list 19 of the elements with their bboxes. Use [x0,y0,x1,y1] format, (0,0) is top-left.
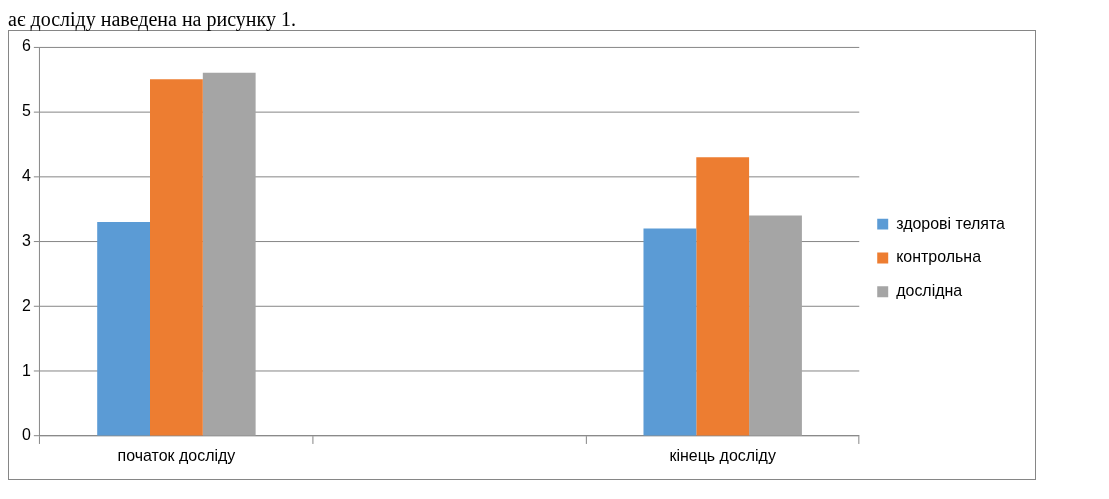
bar [202,72,256,436]
y-tick-label: 5 [21,102,31,120]
text: ає досліду наведена на рисунку 1. [8,8,297,30]
bar [150,79,203,436]
legend-label: контрольна [896,248,982,266]
legend-label: дослідна [896,282,963,300]
y-tick-label: 1 [21,361,31,379]
y-tick-label: 3 [21,231,31,249]
y-tick-label: 4 [21,167,31,184]
x-tick-label: кінець досліду [669,446,776,464]
legend-label: здорові телята [896,214,1006,232]
x-tick-label: початок досліду [117,446,236,464]
y-tick-label: 0 [21,426,31,444]
bar [643,228,697,436]
bar [696,157,750,436]
y-tick-label: 2 [21,296,31,314]
bar [97,222,151,436]
y-tick-label: 6 [21,37,31,55]
bar [749,215,802,436]
